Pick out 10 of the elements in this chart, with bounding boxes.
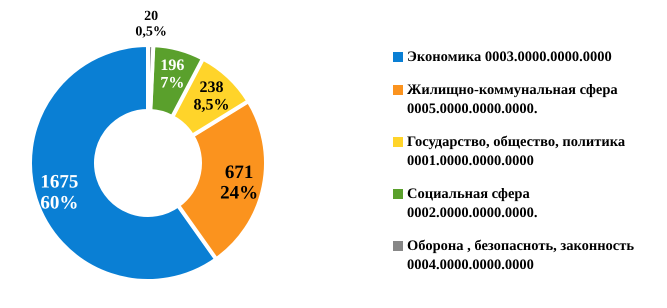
legend-label: Экономика 0003.0000.0000.0000 [407, 48, 612, 67]
data-label: 671 24% [220, 162, 258, 204]
data-label: 238 8,5% [194, 78, 230, 114]
legend-label: Жилищно-коммунальная сфера 0005.0000.0000.0000. [407, 81, 619, 119]
legend-label: Государство, общество, политика 0001.0000.0000.0000 [407, 133, 626, 171]
data-label: 196 7% [160, 57, 184, 92]
legend-label: Социальная сфера 0002.0000.0000.0000. [407, 185, 538, 223]
legend-label: Оборона , безопасноть, законность 0004.0000.0000.0000 [407, 237, 636, 275]
data-label: 20 0,5% [135, 9, 167, 40]
data-label: 1675 60% [40, 171, 78, 214]
